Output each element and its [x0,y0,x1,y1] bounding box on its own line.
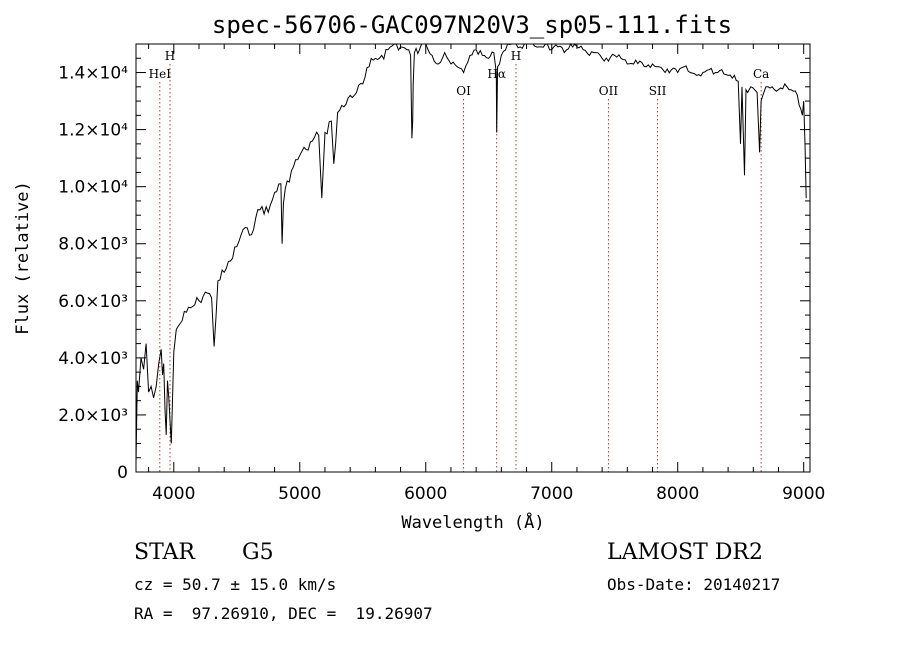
spectral-line-label: HeI [149,67,172,81]
obs-date-text: Obs-Date: 20140217 [607,575,781,594]
y-tick-label: 1.0×10⁴ [58,178,128,198]
x-tick-label: 7000 [530,484,573,504]
x-tick-label: 8000 [656,484,699,504]
y-tick-label: 4.0×10³ [58,349,128,369]
y-tick-label: 2.0×10³ [58,406,128,426]
y-tick-label: 0 [117,463,128,483]
y-tick-label: 1.2×10⁴ [58,121,128,141]
spectral-line-label: OII [599,84,619,98]
x-tick-label: 4000 [152,484,195,504]
subclass-label: G5 [242,540,274,565]
spectral-line-label: H [165,49,175,63]
spectral-line-label: H [511,49,521,63]
x-tick-label: 5000 [278,484,321,504]
y-tick-label: 8.0×10³ [58,235,128,255]
y-tick-label: 6.0×10³ [58,292,128,312]
x-tick-label: 6000 [404,484,447,504]
redshift-text: cz = 50.7 ± 15.0 km/s [134,575,337,594]
y-tick-label: 1.4×10⁴ [58,64,128,84]
y-axis-label: Flux (relative) [13,181,33,335]
spectral-line-label: OI [456,84,471,98]
axis-ticks: 4000 5000 6000 7000 8000 9000 0 2.0×10³ 4.0×10³ 6… [58,44,825,504]
spectrum-line [135,42,807,464]
spectral-line-label: Ca [753,67,769,81]
plot-frame [135,43,811,473]
object-class-label: STAR [134,540,195,565]
survey-label: LAMOST DR2 [607,540,763,565]
chart-title: spec-56706-GAC097N20V3_sp05-111.fits [212,11,732,39]
x-tick-label: 9000 [782,484,825,504]
spectral-line-label: SII [649,84,667,98]
coordinates-text: RA = 97.26910, DEC = 19.26907 [134,604,433,623]
x-axis-label: Wavelength (Å) [401,511,544,533]
